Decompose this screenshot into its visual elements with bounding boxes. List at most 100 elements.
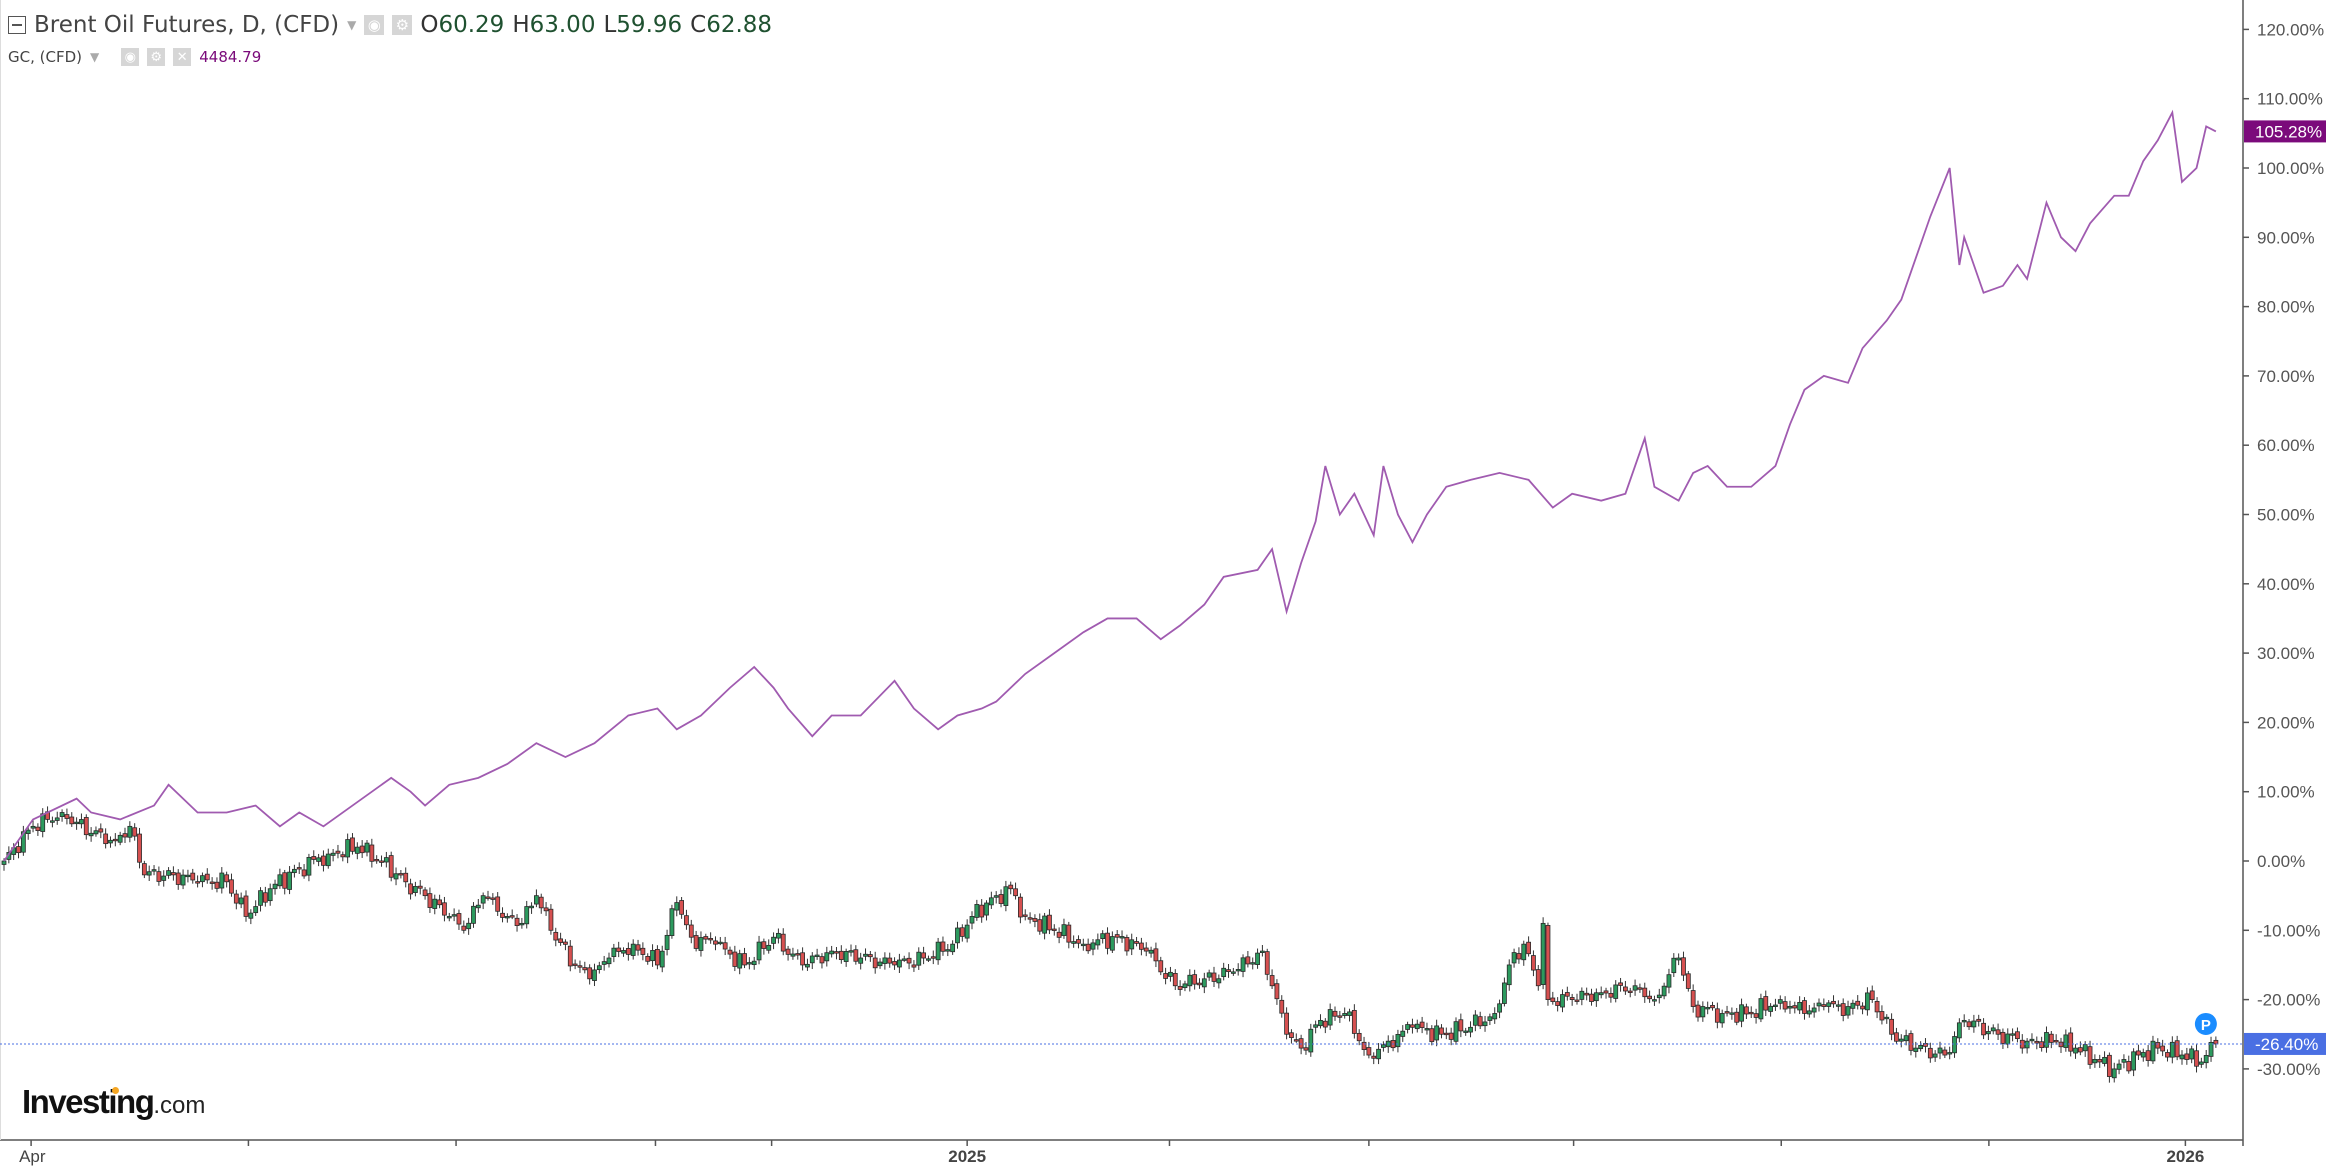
- candle-body: [858, 957, 864, 964]
- candle: [863, 948, 868, 961]
- close-icon[interactable]: ✕: [173, 48, 192, 66]
- candle: [2140, 1048, 2146, 1062]
- candle-body: [1821, 1004, 1827, 1007]
- candle: [1898, 1034, 1904, 1048]
- candle-body: [388, 855, 394, 878]
- candle: [248, 909, 254, 925]
- candle-body: [122, 833, 128, 838]
- candle-body: [1361, 1041, 1367, 1050]
- gear-icon[interactable]: ⚙: [392, 15, 413, 35]
- candle: [1787, 1000, 1793, 1014]
- candle-body: [1042, 915, 1047, 934]
- candle: [1434, 1019, 1440, 1047]
- candle: [1884, 1014, 1890, 1024]
- candle-body: [1535, 969, 1541, 987]
- candle: [175, 869, 181, 890]
- candle: [369, 838, 375, 868]
- candle: [190, 868, 196, 884]
- candle-body: [354, 846, 360, 854]
- candle: [853, 945, 859, 965]
- candle: [2102, 1051, 2107, 1067]
- candle: [209, 877, 215, 890]
- main-symbol-title[interactable]: Brent Oil Futures, D, (CFD): [34, 12, 340, 38]
- candle-body: [262, 892, 268, 903]
- candle: [403, 867, 409, 888]
- chevron-down-icon[interactable]: ▼: [90, 50, 100, 64]
- candle: [219, 867, 225, 894]
- collapse-icon[interactable]: [8, 16, 26, 34]
- candle-body: [379, 860, 384, 863]
- candle: [1937, 1041, 1943, 1060]
- candle-body: [1860, 1005, 1865, 1010]
- candle: [98, 823, 104, 839]
- candle-body: [1376, 1048, 1381, 1060]
- candle: [350, 833, 355, 855]
- candle: [74, 817, 79, 830]
- candle-body: [1124, 937, 1130, 952]
- candle: [1777, 995, 1783, 1010]
- candle: [611, 943, 617, 963]
- candle: [1414, 1019, 1420, 1033]
- candle-body: [127, 825, 133, 838]
- candle: [2005, 1028, 2011, 1049]
- candle: [1681, 951, 1686, 982]
- candle: [1855, 995, 1861, 1010]
- candle-body: [1700, 1006, 1706, 1018]
- candle: [2068, 1027, 2074, 1057]
- candle: [596, 961, 602, 974]
- visibility-icon[interactable]: ◉: [364, 15, 385, 35]
- candle: [1105, 927, 1110, 955]
- candle: [40, 808, 46, 838]
- candle: [258, 887, 263, 912]
- candle-body: [1400, 1030, 1406, 1037]
- candle: [882, 952, 888, 970]
- candle-body: [1589, 993, 1594, 1002]
- candle: [1598, 986, 1604, 999]
- chevron-down-icon[interactable]: ▼: [347, 18, 357, 32]
- candle: [1700, 1001, 1706, 1022]
- gear-icon[interactable]: ⚙: [147, 48, 166, 66]
- candle: [1806, 1005, 1812, 1018]
- brent-candles: [1, 806, 2219, 1083]
- candle-body: [1356, 1032, 1362, 1042]
- candle-body: [751, 960, 757, 966]
- candle: [1274, 979, 1280, 1005]
- compare-symbol-title[interactable]: GC, (CFD): [8, 48, 82, 66]
- candle-body: [359, 845, 365, 854]
- y-tick-label: -10.00%: [2257, 921, 2320, 940]
- candle-body: [2194, 1050, 2199, 1067]
- candle: [659, 945, 665, 973]
- candle-body: [1777, 999, 1783, 1004]
- candle: [838, 945, 844, 964]
- candle-body: [1840, 1003, 1846, 1016]
- candle-body: [403, 872, 409, 883]
- candle: [1729, 1007, 1735, 1020]
- candle: [538, 893, 544, 914]
- candle: [1874, 997, 1880, 1019]
- p-badge-icon[interactable]: P: [2194, 1012, 2217, 1035]
- candle: [2034, 1036, 2040, 1050]
- candle-body: [2073, 1047, 2078, 1054]
- candle: [480, 892, 486, 910]
- y-tick-label: -20.00%: [2257, 991, 2320, 1010]
- candle-body: [2106, 1054, 2112, 1077]
- candle: [1468, 1021, 1473, 1038]
- y-tick-label: 30.00%: [2257, 644, 2315, 663]
- visibility-icon[interactable]: ◉: [121, 48, 140, 66]
- candle: [1526, 936, 1531, 957]
- candle: [388, 851, 394, 882]
- candle: [2010, 1028, 2015, 1042]
- candle-body: [1685, 973, 1691, 989]
- candle-body: [848, 950, 854, 953]
- candle-body: [500, 912, 505, 918]
- candle-body: [558, 938, 563, 943]
- candle-body: [1313, 1024, 1319, 1028]
- candle: [887, 952, 893, 968]
- candle-body: [166, 870, 171, 876]
- candle-body: [1724, 1011, 1730, 1014]
- gold-line: [3, 109, 2217, 862]
- candle-body: [175, 872, 181, 885]
- candle-body: [1705, 1007, 1711, 1010]
- candle-body: [195, 881, 201, 884]
